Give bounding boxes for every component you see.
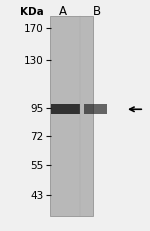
Text: 55: 55 bbox=[30, 161, 43, 171]
Text: B: B bbox=[93, 5, 101, 18]
Text: 43: 43 bbox=[30, 190, 43, 200]
Text: 72: 72 bbox=[30, 131, 43, 141]
Text: A: A bbox=[59, 5, 67, 18]
Text: 170: 170 bbox=[24, 24, 43, 34]
Text: KDa: KDa bbox=[20, 7, 43, 17]
Bar bbox=[84, 105, 107, 115]
Text: 130: 130 bbox=[24, 56, 43, 66]
Bar bbox=[50, 17, 93, 216]
Bar bbox=[51, 105, 80, 115]
Text: 95: 95 bbox=[30, 104, 43, 114]
